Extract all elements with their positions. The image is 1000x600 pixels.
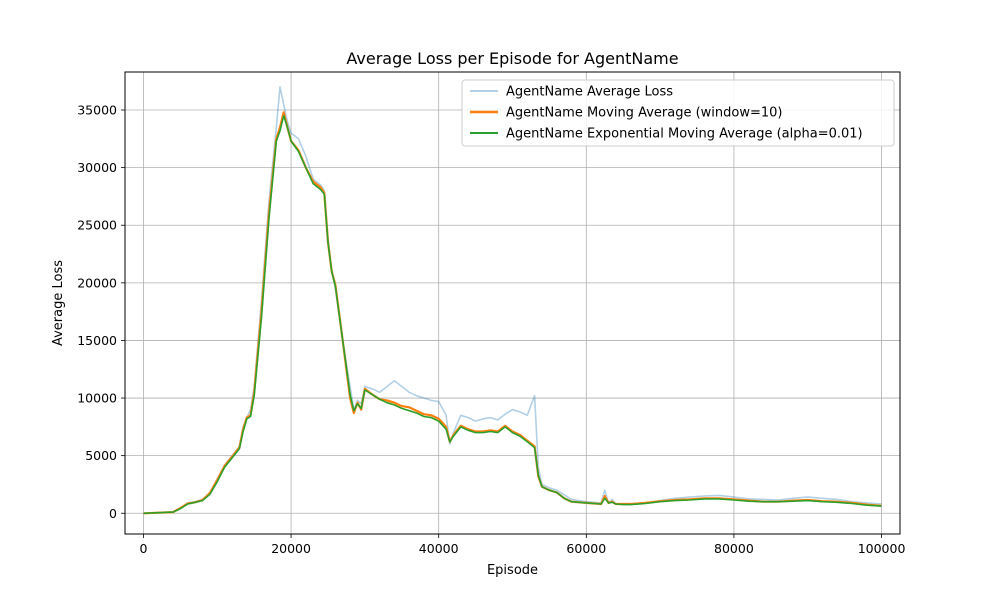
legend-label: AgentName Average Loss <box>506 85 673 100</box>
y-tick-label: 30000 <box>77 160 117 175</box>
axis-ticks: 0 20000 40000 60000 80000 100000 0 5000 10000 150… <box>77 103 905 556</box>
x-tick-label: 20000 <box>271 541 311 556</box>
x-tick-label: 80000 <box>714 541 754 556</box>
legend-label: AgentName Moving Average (window=10) <box>506 106 782 121</box>
x-tick-label: 100000 <box>858 541 906 556</box>
y-tick-label: 15000 <box>77 333 117 348</box>
legend-label: AgentName Exponential Moving Average (al… <box>506 127 863 142</box>
chart-title: Average Loss per Episode for AgentName <box>346 49 678 68</box>
x-tick-label: 60000 <box>566 541 606 556</box>
axes-frame <box>124 71 901 535</box>
y-tick-label: 20000 <box>77 275 117 290</box>
series-lines <box>143 86 882 515</box>
y-tick-label: 0 <box>109 506 117 521</box>
legend-box <box>461 79 895 147</box>
x-tick-label: 0 <box>139 541 147 556</box>
x-axis-label: Episode <box>487 563 538 578</box>
plot-area: 0 20000 40000 60000 80000 100000 0 5000 10000 150… <box>77 71 905 556</box>
axes-background <box>125 72 900 534</box>
series-line-ema <box>143 115 882 515</box>
legend: AgentName Average Loss AgentName Moving A… <box>461 79 895 147</box>
y-axis-label: Average Loss <box>51 260 66 346</box>
y-tick-label: 10000 <box>77 391 117 406</box>
y-tick-label: 5000 <box>85 448 117 463</box>
x-tick-label: 40000 <box>419 541 459 556</box>
y-tick-label: 35000 <box>77 103 117 118</box>
y-tick-label: 25000 <box>77 218 117 233</box>
grid-lines <box>125 72 900 534</box>
